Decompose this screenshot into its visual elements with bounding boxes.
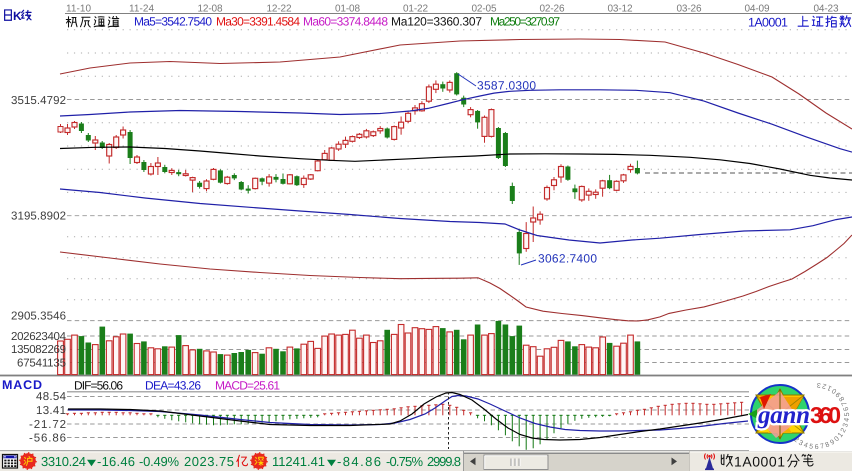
svg-text:8: 8 <box>824 441 830 449</box>
svg-text:Ma60=3374.8448: Ma60=3374.8448 <box>303 15 388 29</box>
svg-text:02-05: 02-05 <box>472 4 497 15</box>
svg-text:2: 2 <box>792 436 800 444</box>
svg-text:-0.49%: -0.49% <box>139 454 179 469</box>
svg-text:-56.86: -56.86 <box>29 432 66 444</box>
svg-text:03-12: 03-12 <box>608 4 633 15</box>
svg-text:MACD=25.61: MACD=25.61 <box>215 379 280 393</box>
svg-text:01-08: 01-08 <box>335 4 360 15</box>
svg-text:DIF=56.06: DIF=56.06 <box>74 379 123 393</box>
svg-text:gann: gann <box>757 402 810 429</box>
svg-text:2905.3546: 2905.3546 <box>11 310 66 322</box>
svg-text:2: 2 <box>840 427 848 434</box>
svg-text:-21.72: -21.72 <box>29 419 66 431</box>
svg-text:3515.4792: 3515.4792 <box>11 95 66 107</box>
svg-text:3: 3 <box>797 439 804 447</box>
svg-text:3: 3 <box>817 381 822 388</box>
svg-text:Ma5=3542.7540: Ma5=3542.7540 <box>134 15 212 29</box>
svg-text:12-08: 12-08 <box>198 4 223 15</box>
svg-text:MACD: MACD <box>2 378 42 392</box>
svg-text:0: 0 <box>831 386 838 394</box>
svg-text:DEA=43.26: DEA=43.26 <box>145 379 201 393</box>
svg-text:3: 3 <box>842 422 850 428</box>
svg-text:9: 9 <box>835 390 843 398</box>
svg-text:6: 6 <box>815 444 819 451</box>
svg-text:Ma30=3391.4584: Ma30=3391.4584 <box>216 15 300 29</box>
svg-text:Ma120=3360.307: Ma120=3360.307 <box>391 15 482 29</box>
svg-text:360: 360 <box>810 402 841 428</box>
svg-text:1: 1 <box>826 384 833 392</box>
svg-text:-0.75%: -0.75% <box>386 454 423 469</box>
svg-text:3310.24: 3310.24 <box>41 454 86 469</box>
svg-text:7: 7 <box>841 400 849 406</box>
svg-text:2023.75: 2023.75 <box>184 454 234 469</box>
svg-text:8: 8 <box>838 395 846 402</box>
svg-text:3195.8902: 3195.8902 <box>11 210 66 222</box>
svg-text:48.54: 48.54 <box>36 391 67 403</box>
svg-text:9: 9 <box>829 439 836 447</box>
svg-text:3587.0300: 3587.0300 <box>477 79 536 93</box>
svg-text:gann: gann <box>757 402 810 429</box>
svg-text:Ma250=3270.97: Ma250=3270.97 <box>490 15 560 29</box>
svg-text:02-26: 02-26 <box>540 4 565 15</box>
svg-text:K: K <box>13 9 22 23</box>
svg-text:3062.7400: 3062.7400 <box>538 252 597 266</box>
svg-text:4: 4 <box>843 417 850 422</box>
svg-text:04-23: 04-23 <box>814 4 839 15</box>
svg-text:12-22: 12-22 <box>267 4 292 15</box>
svg-text:2999.8: 2999.8 <box>427 454 461 469</box>
svg-text:135082269: 135082269 <box>11 344 66 356</box>
svg-text:1: 1 <box>837 432 845 439</box>
svg-text:7: 7 <box>820 443 825 451</box>
svg-text:0: 0 <box>833 435 841 443</box>
svg-text:-16.46: -16.46 <box>97 454 135 469</box>
svg-text:5: 5 <box>809 443 814 451</box>
svg-text:2: 2 <box>822 382 828 390</box>
svg-text:01-22: 01-22 <box>403 4 428 15</box>
svg-text:11241.41: 11241.41 <box>272 454 325 469</box>
svg-text:11-10: 11-10 <box>66 4 91 15</box>
svg-text:67541135: 67541135 <box>17 357 66 369</box>
svg-text:4: 4 <box>803 442 809 450</box>
svg-text:1A0001: 1A0001 <box>748 16 788 30</box>
svg-text:6: 6 <box>843 406 851 411</box>
svg-text:13.41: 13.41 <box>36 405 66 417</box>
svg-text:03-26: 03-26 <box>677 4 702 15</box>
svg-text:04-09: 04-09 <box>745 4 770 15</box>
svg-text:202623404: 202623404 <box>11 331 67 343</box>
svg-text:1A0001: 1A0001 <box>734 454 785 470</box>
svg-text:11-24: 11-24 <box>129 4 154 15</box>
svg-text:5: 5 <box>844 412 851 416</box>
